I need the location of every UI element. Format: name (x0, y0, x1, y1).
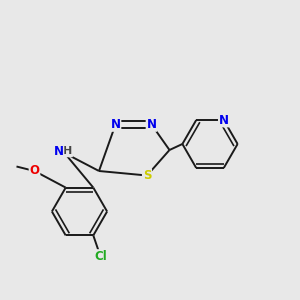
Text: O: O (29, 164, 40, 178)
Text: N: N (146, 118, 157, 131)
Text: N: N (110, 118, 121, 131)
Text: N: N (219, 114, 229, 127)
Text: S: S (143, 169, 151, 182)
Text: H: H (63, 146, 72, 157)
Text: Cl: Cl (94, 250, 107, 263)
Text: N: N (53, 145, 64, 158)
